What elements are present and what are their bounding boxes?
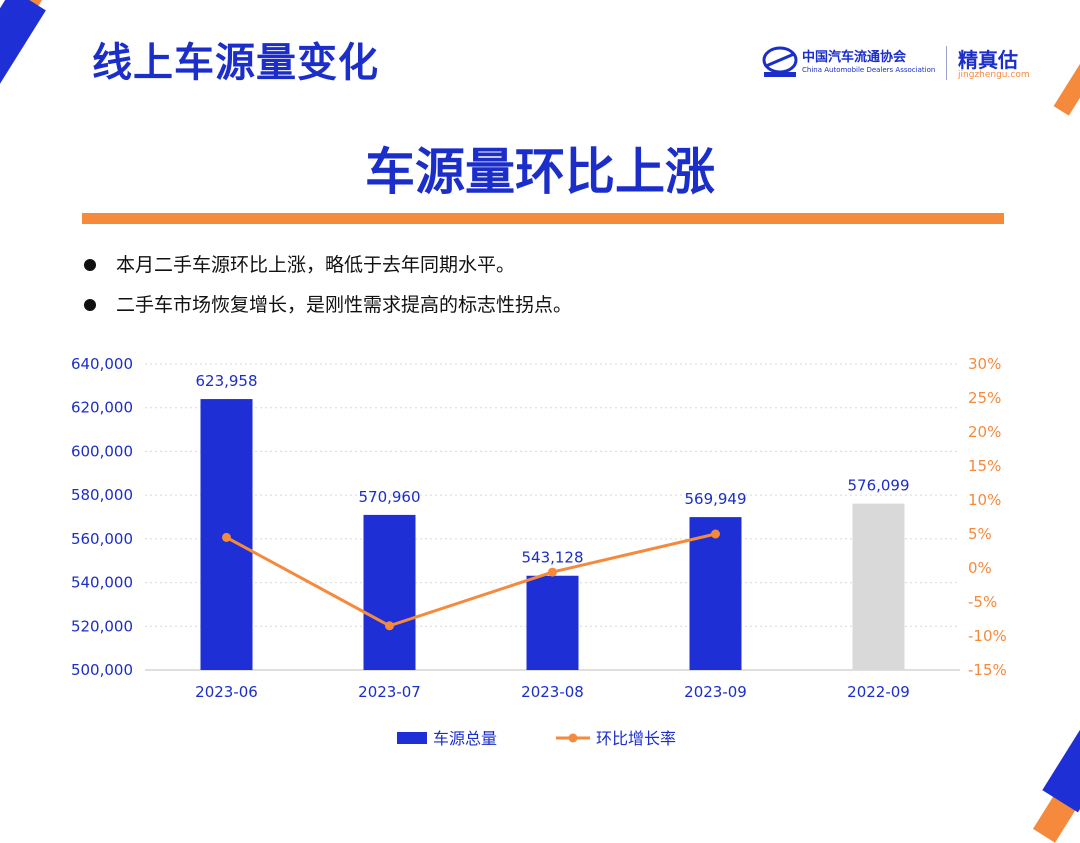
legend-label: 车源总量 [433,729,497,748]
brand-url: jingzhengu.com [958,70,1030,80]
legend-bar-swatch [397,732,427,744]
x-tick-label: 2022-09 [847,683,910,701]
bar [526,575,579,670]
bar [852,503,905,670]
y-right-tick-label: 0% [968,559,992,577]
growth-rate-point [548,567,557,577]
y-right-tick-label: 5% [968,525,992,543]
bullet-item: 二手车市场恢复增长，是刚性需求提高的标志性拐点。 [84,290,572,330]
growth-rate-point [385,621,394,631]
headline-underline [82,213,1004,224]
y-left-tick-label: 640,000 [71,355,133,373]
page-title: 线上车源量变化 [92,40,379,86]
x-tick-label: 2023-08 [521,683,584,701]
org-name: 中国汽车流通协会 [802,50,907,65]
bullet-dot-icon [84,299,96,311]
growth-rate-point [711,529,720,539]
brand-name: 精真估 [958,48,1018,72]
y-right-tick-label: -10% [968,627,1007,645]
org-name-en: China Automobile Dealers Association [802,66,936,74]
y-left-tick-label: 520,000 [71,617,133,635]
bullet-dot-icon [84,259,96,271]
y-left-tick-label: 580,000 [71,486,133,504]
bar-data-label: 569,949 [684,490,746,508]
corner-stripe-orange-right [1053,4,1080,116]
y-right-tick-label: 20% [968,423,1001,441]
y-right-tick-label: 10% [968,491,1001,509]
headline: 车源量环比上涨 [365,143,715,201]
cada-logo-icon [762,46,798,77]
bar [363,514,416,670]
bar-data-label: 576,099 [847,477,909,495]
y-right-tick-label: 30% [968,355,1001,373]
y-left-tick-label: 560,000 [71,530,133,548]
growth-rate-line [225,532,716,628]
combo-chart: 640,000 620,000 600,000 580,000 560,000 540,0… [71,355,1007,748]
growth-rate-point [222,532,231,542]
x-tick-label: 2023-07 [358,683,421,701]
bar-data-label: 570,960 [358,488,420,506]
y-right-tick-label: -5% [968,593,997,611]
bullet-item: 本月二手车源环比上涨，略低于去年同期水平。 [84,250,572,290]
legend-line-marker [568,733,578,743]
bar [689,517,742,670]
logo-area: 中国汽车流通协会 China Automobile Dealers Associ… [760,42,1050,88]
y-right-tick-label: -15% [968,661,1007,679]
y-right-tick-label: 25% [968,389,1001,407]
bullet-text: 二手车市场恢复增长，是刚性需求提高的标志性拐点。 [116,294,573,316]
bar-data-label: 623,958 [195,372,257,390]
logo-divider [946,46,947,80]
y-left-tick-label: 600,000 [71,442,133,460]
x-tick-label: 2023-06 [195,683,258,701]
y-left-tick-label: 500,000 [71,661,133,679]
legend-label: 环比增长率 [596,729,676,748]
y-left-tick-label: 540,000 [71,574,133,592]
bar-data-label: 543,128 [521,549,583,567]
y-right-tick-label: 15% [968,457,1001,475]
x-tick-label: 2023-09 [684,683,747,701]
bullet-text: 本月二手车源环比上涨，略低于去年同期水平。 [116,254,516,276]
y-left-tick-label: 620,000 [71,399,133,417]
bullet-list: 本月二手车源环比上涨，略低于去年同期水平。 二手车市场恢复增长，是刚性需求提高的… [84,250,572,330]
